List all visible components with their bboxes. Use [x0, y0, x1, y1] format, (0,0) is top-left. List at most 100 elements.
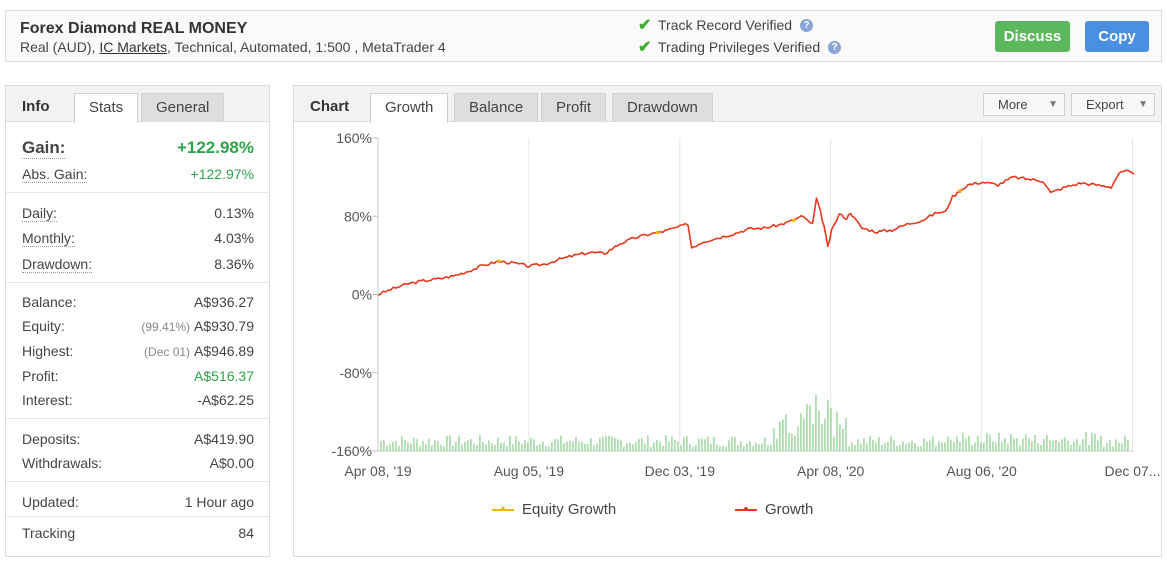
volume-bar — [791, 433, 793, 451]
volume-bar — [722, 446, 724, 451]
volume-bar — [818, 410, 820, 451]
volume-bar — [446, 435, 448, 451]
equity-value: A$930.79 — [194, 318, 254, 334]
volume-bar — [485, 444, 487, 451]
x-tick-label: Dec 07... — [1104, 463, 1160, 479]
volume-bar — [920, 446, 922, 451]
volume-bar — [452, 445, 454, 451]
volume-bar — [1064, 437, 1066, 451]
volume-bar — [392, 441, 394, 451]
volume-bar — [647, 435, 649, 451]
volume-bar — [842, 428, 844, 451]
volume-bar — [830, 407, 832, 451]
tab-balance[interactable]: Balance — [454, 93, 539, 122]
deposits-value: A$419.90 — [194, 431, 254, 447]
volume-bar — [620, 440, 622, 451]
tab-general[interactable]: General — [141, 93, 225, 122]
broker-link[interactable]: IC Markets — [99, 39, 168, 55]
divider — [6, 282, 269, 283]
volume-bar — [395, 440, 397, 451]
volume-bar — [1118, 442, 1120, 451]
daily-label[interactable]: Daily: — [22, 205, 58, 222]
tab-drawdown[interactable]: Drawdown — [612, 93, 713, 122]
volume-bar — [671, 436, 673, 451]
volume-bar — [773, 428, 775, 451]
volume-bar — [1055, 439, 1057, 451]
volume-bar — [758, 444, 760, 451]
legend-label-equity: Equity Growth — [522, 501, 617, 518]
volume-bar — [590, 438, 592, 451]
question-mark-icon[interactable]: ? — [800, 18, 814, 32]
volume-bar — [896, 445, 898, 451]
volume-bar — [803, 418, 805, 451]
divider — [6, 418, 269, 419]
volume-bar — [518, 441, 520, 451]
y-tick-label: 80% — [344, 208, 372, 224]
volume-bar — [905, 443, 907, 451]
legend-equity-growth[interactable]: Equity Growth — [492, 501, 616, 518]
volume-bar — [665, 435, 667, 451]
volume-bar — [566, 441, 568, 451]
volume-bar — [839, 424, 841, 451]
volume-bar — [857, 439, 859, 451]
tab-profit[interactable]: Profit — [541, 93, 607, 122]
volume-bar — [1091, 432, 1093, 451]
interest-value: -A$62.25 — [197, 392, 254, 408]
divider — [6, 516, 269, 517]
volume-bar — [623, 446, 625, 451]
volume-bar — [1115, 439, 1117, 451]
volume-bar — [488, 440, 490, 451]
gain-label[interactable]: Gain: — [22, 138, 66, 159]
question-mark-icon[interactable]: ? — [828, 40, 842, 54]
volume-bar — [443, 446, 445, 451]
discuss-button[interactable]: Discuss — [995, 21, 1070, 52]
volume-bar — [965, 438, 967, 451]
volume-bar — [530, 437, 532, 451]
volume-bar — [467, 440, 469, 451]
tracking-value: 84 — [238, 525, 254, 541]
volume-bar — [416, 439, 418, 451]
volume-bar — [1085, 431, 1087, 451]
volume-bar — [1007, 443, 1009, 451]
copy-button[interactable]: Copy — [1085, 21, 1149, 52]
growth-chart[interactable]: Apr 08, '19 Aug 05, '19 Dec 03, '19 Apr 08,… — [294, 122, 1161, 492]
volume-bar — [953, 441, 955, 451]
volume-bar — [899, 445, 901, 451]
volume-bar — [389, 444, 391, 451]
volume-bar — [650, 446, 652, 451]
export-dropdown[interactable]: Export ▼ — [1071, 93, 1155, 116]
abs-gain-row: Abs. Gain: +122.97% — [22, 166, 254, 183]
volume-bar — [917, 446, 919, 451]
tab-stats[interactable]: Stats — [74, 93, 139, 123]
tab-growth[interactable]: Growth — [370, 93, 449, 123]
monthly-label[interactable]: Monthly: — [22, 230, 75, 247]
volume-bar — [563, 443, 565, 451]
y-tick-label: -160% — [332, 443, 372, 459]
drawdown-label[interactable]: Drawdown: — [22, 256, 93, 273]
volume-bar — [971, 445, 973, 451]
volume-bar — [938, 441, 940, 451]
track-record-verified: ✔ Track Record Verified ? — [638, 15, 814, 35]
volume-bar — [1109, 439, 1111, 451]
profit-value: A$516.37 — [194, 368, 254, 384]
volume-bar — [413, 437, 415, 451]
volume-bar — [1022, 438, 1024, 451]
volume-bar — [770, 445, 772, 451]
volume-bar — [1088, 444, 1090, 451]
volume-bar — [641, 438, 643, 451]
volume-bar — [1031, 441, 1033, 451]
abs-gain-label[interactable]: Abs. Gain: — [22, 166, 88, 183]
legend-growth[interactable]: Growth — [735, 501, 813, 518]
volume-bar — [407, 442, 409, 451]
volume-bar — [1004, 438, 1006, 451]
x-tick-label: Aug 06, '20 — [946, 463, 1017, 479]
volume-bar — [827, 399, 829, 451]
volume-bar — [716, 444, 718, 451]
tracking-label: Tracking — [22, 525, 76, 541]
y-tick-label: 0% — [352, 287, 372, 303]
volume-bar — [410, 443, 412, 451]
volume-bar — [578, 441, 580, 451]
volume-bar — [476, 444, 478, 451]
more-dropdown[interactable]: More ▼ — [983, 93, 1065, 116]
daily-value: 0.13% — [214, 205, 254, 221]
